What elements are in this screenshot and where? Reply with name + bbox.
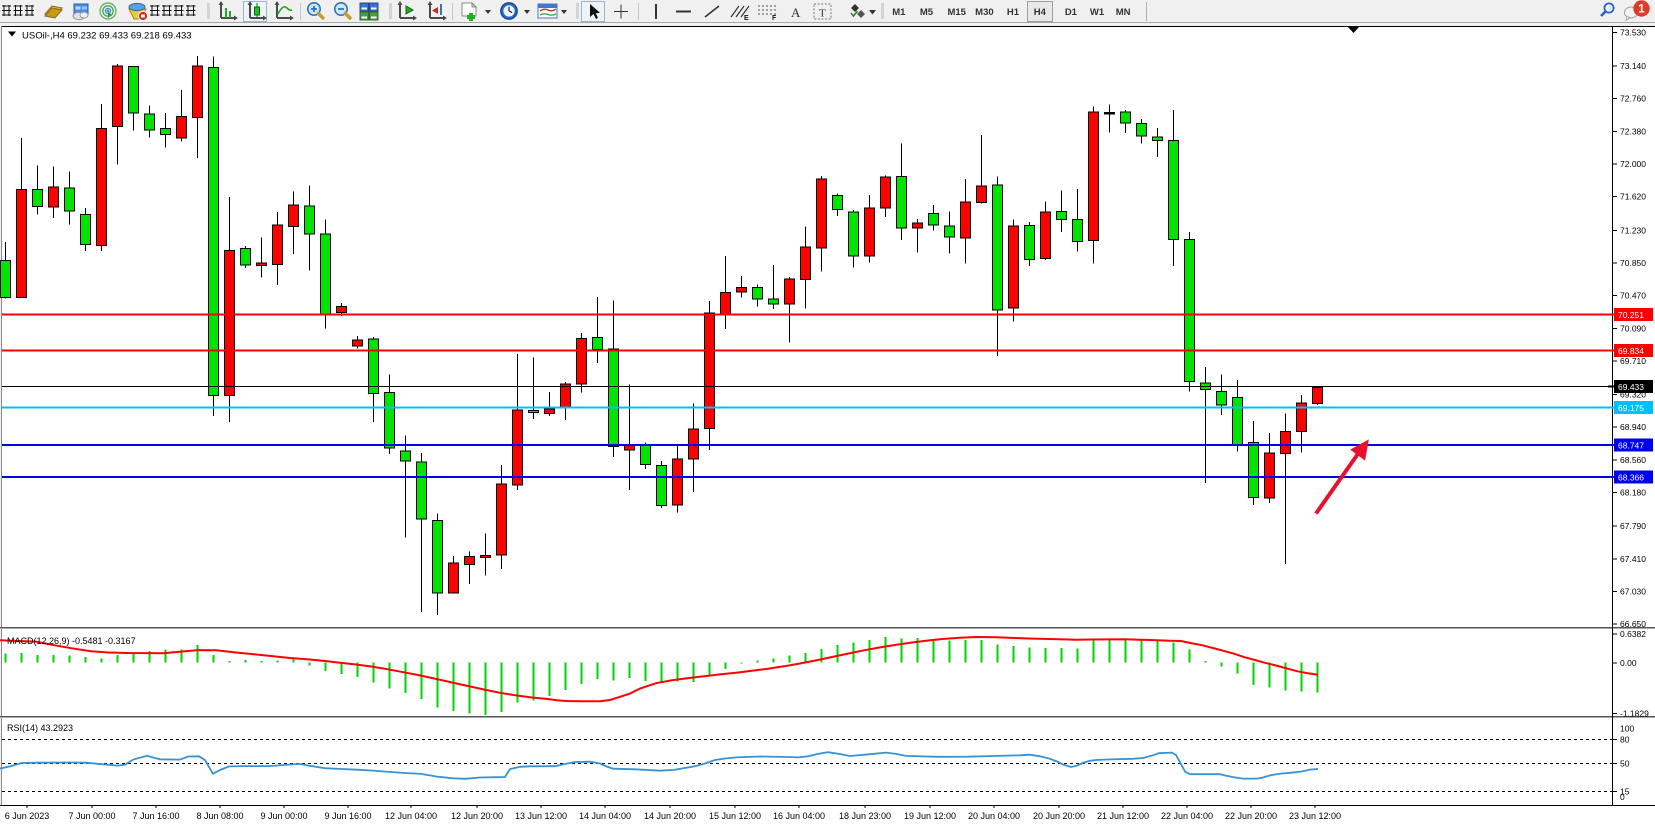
- svg-text:1: 1: [1638, 4, 1645, 16]
- svg-text:20 Jun 04:00: 20 Jun 04:00: [968, 811, 1020, 821]
- svg-text:M5: M5: [920, 7, 934, 18]
- svg-text:9 Jun 00:00: 9 Jun 00:00: [260, 811, 307, 821]
- svg-text:70.090: 70.090: [1620, 323, 1646, 333]
- svg-text:68.180: 68.180: [1620, 488, 1646, 498]
- svg-text:72.380: 72.380: [1620, 126, 1646, 136]
- svg-text:T: T: [819, 8, 826, 20]
- svg-text:18 Jun 23:00: 18 Jun 23:00: [839, 811, 891, 821]
- svg-text:14 Jun 20:00: 14 Jun 20:00: [644, 811, 696, 821]
- svg-text:80: 80: [1620, 735, 1630, 745]
- svg-text:M15: M15: [947, 7, 966, 18]
- svg-text:69.320: 69.320: [1620, 390, 1646, 400]
- svg-text:69.433: 69.433: [1618, 382, 1644, 392]
- svg-text:A: A: [791, 5, 801, 20]
- svg-text:E: E: [744, 15, 749, 22]
- svg-text:70.470: 70.470: [1620, 291, 1646, 301]
- svg-text:69.175: 69.175: [1618, 403, 1644, 413]
- svg-text:15: 15: [1620, 786, 1630, 796]
- svg-text:-1.1829: -1.1829: [1620, 708, 1649, 718]
- svg-text:66.650: 66.650: [1620, 619, 1646, 629]
- svg-text:19 Jun 12:00: 19 Jun 12:00: [904, 811, 956, 821]
- svg-text:12 Jun 04:00: 12 Jun 04:00: [385, 811, 437, 821]
- svg-text:69.834: 69.834: [1618, 346, 1644, 356]
- svg-text:68.560: 68.560: [1620, 455, 1646, 465]
- svg-text:M1: M1: [892, 7, 906, 18]
- svg-text:22 Jun 04:00: 22 Jun 04:00: [1161, 811, 1213, 821]
- svg-text:M30: M30: [975, 7, 993, 18]
- svg-text:W1: W1: [1090, 7, 1105, 18]
- svg-text:9 Jun 16:00: 9 Jun 16:00: [324, 811, 371, 821]
- svg-text:6 Jun 2023: 6 Jun 2023: [5, 811, 50, 821]
- svg-text:0.00: 0.00: [1620, 658, 1637, 668]
- svg-text:68.940: 68.940: [1620, 422, 1646, 432]
- svg-text:8 Jun 08:00: 8 Jun 08:00: [196, 811, 243, 821]
- svg-text:20 Jun 20:00: 20 Jun 20:00: [1033, 811, 1085, 821]
- svg-text:21 Jun 12:00: 21 Jun 12:00: [1097, 811, 1149, 821]
- svg-text:16 Jun 04:00: 16 Jun 04:00: [773, 811, 825, 821]
- svg-text:H4: H4: [1034, 7, 1047, 18]
- svg-text:50: 50: [1620, 758, 1630, 768]
- svg-text:F: F: [772, 15, 777, 22]
- svg-text:H1: H1: [1007, 7, 1020, 18]
- svg-text:72.000: 72.000: [1620, 159, 1646, 169]
- svg-text:D1: D1: [1065, 7, 1078, 18]
- svg-text:0.6382: 0.6382: [1620, 629, 1646, 639]
- svg-text:68.747: 68.747: [1618, 440, 1644, 450]
- svg-text:0: 0: [1620, 792, 1625, 802]
- svg-text:7 Jun 16:00: 7 Jun 16:00: [132, 811, 179, 821]
- svg-text:23 Jun 12:00: 23 Jun 12:00: [1289, 811, 1341, 821]
- svg-text:100: 100: [1620, 724, 1634, 734]
- svg-text:15 Jun 12:00: 15 Jun 12:00: [709, 811, 761, 821]
- svg-text:22 Jun 20:00: 22 Jun 20:00: [1225, 811, 1277, 821]
- svg-text:14 Jun 04:00: 14 Jun 04:00: [579, 811, 631, 821]
- svg-text:73.530: 73.530: [1620, 28, 1646, 38]
- svg-text:70.850: 70.850: [1620, 258, 1646, 268]
- svg-text:70.251: 70.251: [1618, 310, 1644, 320]
- svg-text:69.710: 69.710: [1620, 356, 1646, 366]
- svg-text:MACD(12,26,9) -0.5481 -0.3167: MACD(12,26,9) -0.5481 -0.3167: [7, 636, 136, 646]
- svg-text:72.760: 72.760: [1620, 94, 1646, 104]
- svg-text:73.140: 73.140: [1620, 61, 1646, 71]
- svg-text:13 Jun 12:00: 13 Jun 12:00: [515, 811, 567, 821]
- svg-text:MN: MN: [1116, 7, 1131, 18]
- svg-text:67.790: 67.790: [1620, 521, 1646, 531]
- svg-text:67.030: 67.030: [1620, 586, 1646, 596]
- svg-text:71.620: 71.620: [1620, 192, 1646, 202]
- svg-text:68.366: 68.366: [1618, 472, 1644, 482]
- svg-text:67.410: 67.410: [1620, 554, 1646, 564]
- svg-text:71.230: 71.230: [1620, 225, 1646, 235]
- svg-text:USOil-,H4 69.232 69.433 69.21: USOil-,H4 69.232 69.433 69.218 69.433: [22, 31, 192, 42]
- svg-text:12 Jun 20:00: 12 Jun 20:00: [451, 811, 503, 821]
- svg-text:7 Jun 00:00: 7 Jun 00:00: [68, 811, 115, 821]
- svg-text:RSI(14) 43.2923: RSI(14) 43.2923: [7, 723, 73, 733]
